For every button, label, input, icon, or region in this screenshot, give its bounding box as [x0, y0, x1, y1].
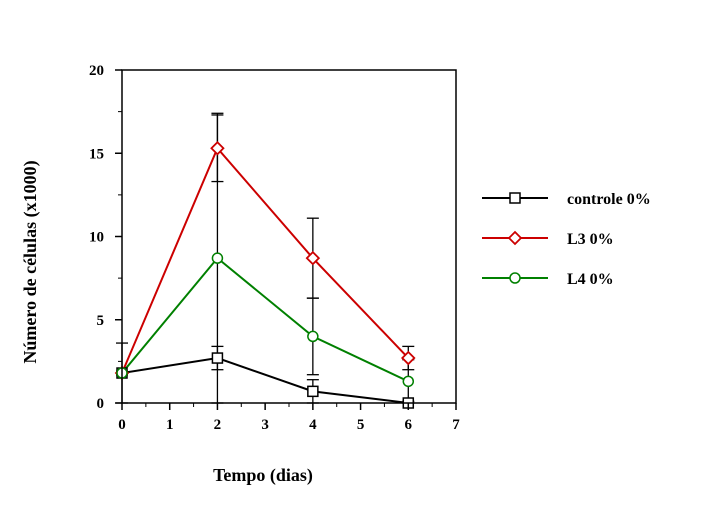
x-tick-label: 1 [166, 417, 174, 433]
data-point-l3-0 [210, 140, 225, 156]
legend-label-l4-0: L4 0% [567, 271, 614, 288]
x-tick-label: 0 [118, 417, 126, 433]
data-point-controle-0 [307, 385, 319, 398]
markers-layer [114, 140, 416, 409]
data-point-l4-0 [211, 252, 224, 264]
series-line-l4-0 [121, 256, 409, 383]
x-tick-label: 7 [452, 417, 460, 433]
y-axis-ticks: 0 5 10 15 20 [89, 63, 122, 412]
plot-frame [121, 69, 457, 404]
series-line-controle-0 [121, 357, 409, 404]
x-tick-label: 2 [214, 417, 222, 433]
y-tick-label: 0 [97, 396, 105, 412]
y-tick-label: 10 [89, 230, 104, 246]
y-tick-label: 15 [89, 146, 104, 162]
data-point-l3-0 [401, 350, 416, 366]
x-axis-ticks: 0 1 2 3 4 5 6 7 [118, 403, 460, 433]
y-axis-title: Número de células (x1000) [20, 160, 41, 363]
legend-label-controle-0: controle 0% [567, 191, 651, 208]
axes-layer [121, 69, 457, 404]
series-lines-layer [121, 146, 410, 404]
data-point-l4-0 [402, 375, 415, 388]
legend-entry-l4-0: L4 0% [482, 271, 614, 288]
legend-label-l3-0: L3 0% [567, 231, 614, 248]
legend-marker-l4-0 [509, 272, 521, 284]
error-bars-layer [116, 112, 415, 404]
series-line-l3-0 [121, 146, 410, 374]
data-point-l4-0 [307, 330, 319, 343]
data-point-controle-0 [211, 352, 224, 364]
legend-marker-l3-0 [507, 230, 523, 246]
x-tick-label: 4 [309, 417, 317, 433]
data-point-l3-0 [305, 250, 321, 266]
x-tick-label: 5 [357, 417, 365, 433]
x-tick-label: 6 [405, 417, 413, 433]
legend-marker-controle-0 [509, 192, 521, 204]
legend-entry-controle-0: controle 0% [482, 191, 651, 208]
legend-entry-l3-0: L3 0% [482, 230, 614, 248]
legend: controle 0% L3 0% L4 0% [482, 191, 651, 288]
y-tick-label: 20 [89, 63, 104, 79]
y-tick-label: 5 [97, 313, 105, 329]
x-axis-title: Tempo (dias) [213, 465, 313, 486]
x-tick-label: 3 [261, 417, 269, 433]
